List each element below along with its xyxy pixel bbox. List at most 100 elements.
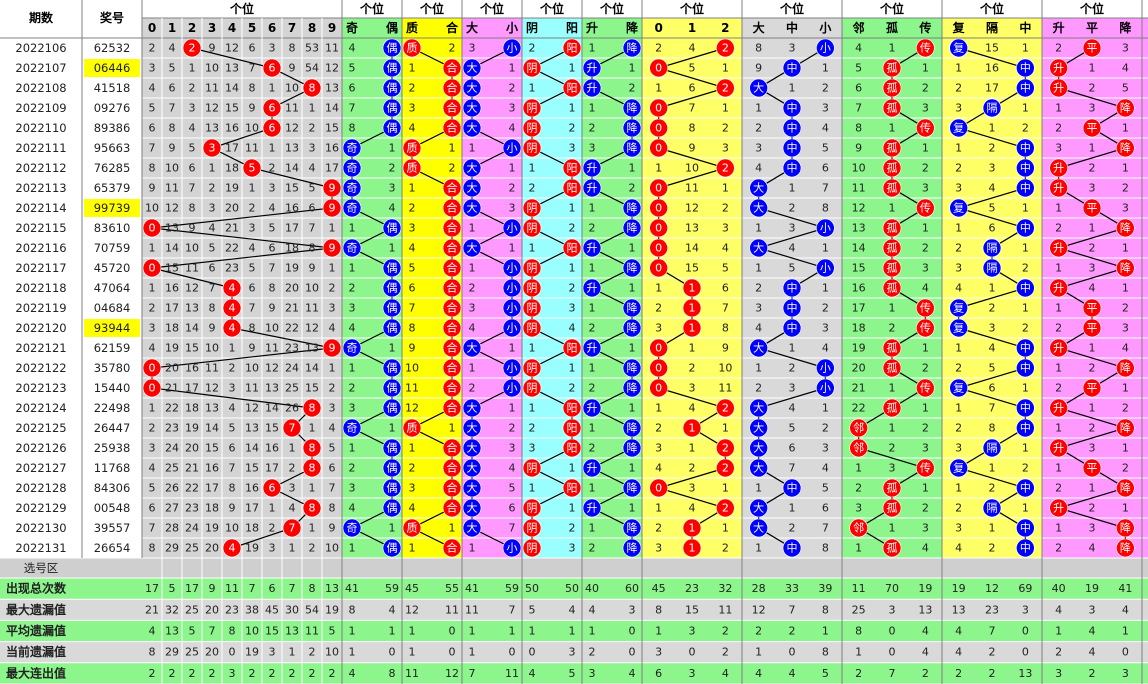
hit-label: 升	[1053, 62, 1064, 75]
hit-ball	[882, 358, 902, 378]
miss-value: 1	[149, 282, 156, 295]
stat-value: 17	[145, 582, 159, 595]
miss-value: 8	[249, 82, 256, 95]
stat-value: 0	[449, 625, 456, 638]
miss-value: 19	[245, 542, 259, 555]
hit-label: 奇	[347, 242, 358, 255]
hit-ball	[442, 338, 462, 358]
hit-label: 8	[309, 402, 316, 415]
stat-value: 3	[689, 625, 696, 638]
miss-value: 2	[529, 182, 536, 195]
miss-value: 8	[822, 202, 829, 215]
hit-label: 质	[407, 522, 418, 535]
miss-value: 1	[589, 302, 596, 315]
hit-label: 小	[820, 222, 831, 235]
hit-label: 合	[447, 341, 458, 355]
hit-ball	[622, 218, 642, 238]
miss-value: 1	[1122, 122, 1129, 135]
miss-value: 4	[789, 402, 796, 415]
miss-value: 1	[409, 442, 416, 455]
miss-value: 20	[185, 442, 199, 455]
miss-value: 2	[269, 162, 276, 175]
miss-value: 4	[655, 462, 662, 475]
stat-value: 1	[855, 646, 862, 659]
miss-value: 4	[689, 402, 696, 415]
miss-value: 1	[409, 62, 416, 75]
stat-value: 0	[229, 646, 236, 659]
hit-label: 1	[689, 322, 696, 335]
miss-value: 1	[1089, 62, 1096, 75]
miss-value: 2	[349, 382, 356, 395]
hit-ball	[462, 58, 482, 78]
hit-label: 阴	[527, 522, 538, 535]
miss-value: 4	[209, 222, 216, 235]
stat-value: 0	[529, 646, 536, 659]
stat-value: 45	[652, 582, 666, 595]
miss-value: 1	[755, 102, 762, 115]
hit-label: 中	[1020, 142, 1031, 155]
miss-value: 2	[889, 322, 896, 335]
miss-value: 3	[655, 322, 662, 335]
miss-value: 4	[149, 82, 156, 95]
miss-value: 12	[185, 282, 199, 295]
hit-label: 阳	[567, 422, 578, 435]
miss-value: 11	[245, 382, 259, 395]
miss-value: 8	[409, 322, 416, 335]
hit-label: 孤	[887, 482, 898, 495]
miss-value: 19	[165, 342, 179, 355]
hit-ball	[1016, 398, 1035, 418]
hit-label: 7	[289, 422, 296, 435]
hit-ball	[442, 458, 462, 478]
hit-ball	[622, 538, 642, 558]
hit-label: 合	[447, 61, 458, 75]
miss-value: 6	[822, 162, 829, 175]
stat-value: 1	[409, 625, 416, 638]
miss-value: 4	[822, 122, 829, 135]
miss-value: 3	[1089, 522, 1096, 535]
stat-value: 4	[629, 667, 636, 680]
issue: 2022130	[15, 521, 66, 535]
miss-value: 3	[469, 302, 476, 315]
hit-label: 孤	[887, 162, 898, 175]
miss-value: 2	[569, 382, 576, 395]
miss-value: 3	[1089, 102, 1096, 115]
miss-value: 2	[989, 142, 996, 155]
miss-value: 4	[329, 322, 336, 335]
miss-value: 2	[589, 382, 596, 395]
hit-label: 降	[1120, 481, 1131, 495]
hit-label: 传	[920, 42, 931, 55]
hit-ball	[502, 38, 522, 58]
miss-value: 2	[1022, 262, 1029, 275]
miss-value: 2	[229, 362, 236, 375]
miss-value: 1	[789, 82, 796, 95]
stat-label: 平均遗漏值	[6, 623, 66, 638]
miss-value: 1	[329, 362, 336, 375]
hit-label: 阴	[527, 542, 538, 555]
hit-label: 小	[507, 42, 518, 55]
miss-value: 16	[285, 202, 299, 215]
stat-value: 4	[149, 625, 156, 638]
group-label: 2	[721, 21, 729, 35]
digit-label: 4	[228, 21, 236, 35]
miss-value: 1	[889, 382, 896, 395]
miss-value: 12	[245, 402, 259, 415]
miss-value: 1	[269, 502, 276, 515]
hit-label: 大	[753, 521, 764, 535]
miss-value: 16	[185, 362, 199, 375]
miss-value: 1	[755, 222, 762, 235]
group-label: 质	[406, 20, 418, 35]
miss-value: 1	[1022, 42, 1029, 55]
stat-value: 2	[722, 646, 729, 659]
hit-label: 小	[507, 282, 518, 295]
hit-ball	[442, 78, 462, 98]
miss-value: 12	[325, 62, 339, 75]
hit-ball	[749, 418, 768, 438]
hit-label: 1	[689, 522, 696, 535]
miss-value: 1	[1022, 502, 1029, 515]
hit-ball	[382, 478, 402, 498]
miss-value: 4	[169, 42, 176, 55]
stat-value: 2	[755, 625, 762, 638]
stat-value: 4	[922, 625, 929, 638]
hit-ball	[949, 198, 968, 218]
miss-value: 8	[289, 42, 296, 55]
